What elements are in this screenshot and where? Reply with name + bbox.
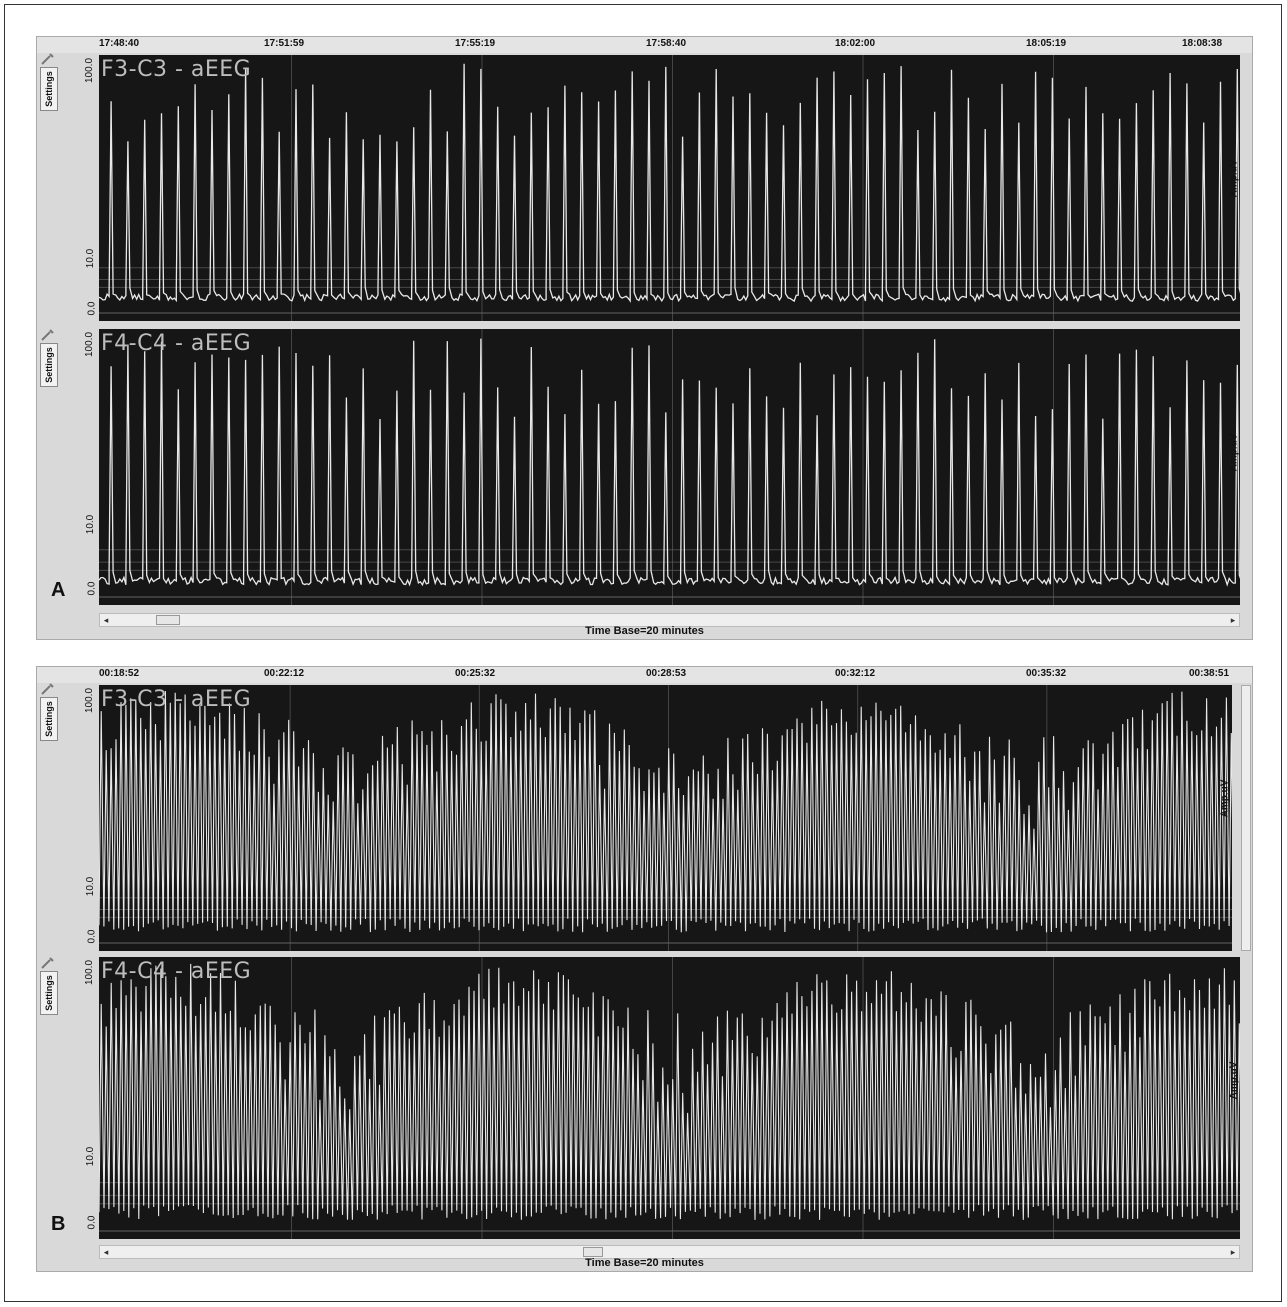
panel-letter: B bbox=[51, 1213, 66, 1235]
aeeg-waveform bbox=[99, 963, 1240, 1220]
time-label: 17:48:40 bbox=[99, 38, 140, 49]
channel-title: F3-C3 - aEEG bbox=[101, 687, 252, 712]
y-tick-label: 100.0 bbox=[84, 331, 96, 358]
amplitude-unit-label: Amp.uV bbox=[1228, 1061, 1240, 1100]
y-tick-label: 100.0 bbox=[84, 57, 96, 84]
time-label: 18:05:19 bbox=[1026, 38, 1067, 49]
panel-b-time-axis: 00:18:52 00:22:12 00:25:32 00:28:53 00:3… bbox=[37, 667, 1252, 683]
channel-title: F4-C4 - aEEG bbox=[101, 331, 252, 356]
time-label: 00:32:12 bbox=[835, 668, 876, 679]
settings-button-label: Settings bbox=[44, 975, 55, 1011]
time-base-label: Time Base=20 minutes bbox=[585, 625, 704, 637]
scroll-left-arrow-icon[interactable]: ◂ bbox=[103, 615, 109, 625]
time-label: 18:02:00 bbox=[835, 38, 876, 49]
settings-button[interactable]: Settings bbox=[40, 971, 58, 1015]
aeeg-plot: F4-C4 - aEEG bbox=[99, 957, 1240, 1239]
aeeg-waveform bbox=[99, 338, 1240, 587]
scroll-left-arrow-icon[interactable]: ◂ bbox=[103, 1247, 109, 1257]
y-tick-label: 100.0 bbox=[84, 959, 96, 986]
time-base-label: Time Base=20 minutes bbox=[585, 1257, 704, 1269]
y-tick-label: 10.0 bbox=[85, 514, 97, 535]
wrench-icon[interactable] bbox=[41, 683, 55, 695]
aeeg-waveform bbox=[99, 690, 1232, 933]
aeeg-trace bbox=[99, 957, 1240, 1239]
settings-button-label: Settings bbox=[44, 701, 55, 737]
settings-button[interactable]: Settings bbox=[40, 67, 58, 111]
y-tick-label: 0.0 bbox=[86, 301, 98, 316]
figure-frame bbox=[4, 4, 1282, 1302]
aeeg-trace bbox=[99, 329, 1240, 605]
time-label: 00:28:53 bbox=[646, 668, 687, 679]
aeeg-plot: F3-C3 - aEEG bbox=[99, 685, 1232, 951]
channel-title: F3-C3 - aEEG bbox=[101, 57, 252, 82]
scroll-thumb[interactable] bbox=[155, 615, 180, 625]
channel-f4-c4: Settings 100.0 10.0 0.0 B F4-C4 - aEEG A… bbox=[37, 955, 1252, 1241]
channel-f4-c4: Settings 100.0 10.0 0.0 A F4-C4 - aEEG A… bbox=[37, 327, 1252, 607]
time-label: 00:22:12 bbox=[264, 668, 305, 679]
scroll-right-arrow-icon[interactable]: ▸ bbox=[1230, 615, 1236, 625]
scroll-right-arrow-icon[interactable]: ▸ bbox=[1230, 1247, 1236, 1257]
settings-button-label: Settings bbox=[44, 347, 55, 383]
panel-a-time-axis: 17:48:40 17:51:59 17:55:19 17:58:40 18:0… bbox=[37, 37, 1252, 53]
wrench-icon[interactable] bbox=[41, 53, 55, 65]
panel-b-window: 00:18:52 00:22:12 00:25:32 00:28:53 00:3… bbox=[36, 666, 1253, 1272]
panel-letter: A bbox=[51, 579, 66, 601]
channel-f3-c3: Settings 100.0 10.0 0.0 F3-C3 - aEEG Amp… bbox=[37, 683, 1252, 953]
time-label: 18:08:38 bbox=[1182, 38, 1223, 49]
y-tick-label: 100.0 bbox=[84, 687, 96, 714]
vertical-scrollbar[interactable] bbox=[1241, 685, 1251, 951]
time-label: 00:38:51 bbox=[1189, 668, 1230, 679]
time-label: 00:35:32 bbox=[1026, 668, 1067, 679]
time-label: 17:58:40 bbox=[646, 38, 687, 49]
wrench-icon[interactable] bbox=[41, 329, 55, 341]
wrench-icon[interactable] bbox=[41, 957, 55, 969]
channel-f3-c3: Settings 100.0 10.0 0.0 F3-C3 - aEEG Amp… bbox=[37, 53, 1252, 325]
y-tick-label: 10.0 bbox=[85, 876, 97, 897]
amplitude-unit-label: Amp.uV bbox=[1228, 433, 1240, 472]
settings-button[interactable]: Settings bbox=[40, 697, 58, 741]
time-label: 00:18:52 bbox=[99, 668, 140, 679]
settings-button[interactable]: Settings bbox=[40, 343, 58, 387]
time-label: 17:51:59 bbox=[264, 38, 305, 49]
y-tick-label: 10.0 bbox=[85, 1146, 97, 1167]
aeeg-waveform bbox=[99, 63, 1240, 303]
aeeg-plot: F4-C4 - aEEG bbox=[99, 329, 1240, 605]
y-tick-label: 10.0 bbox=[85, 248, 97, 269]
time-label: 00:25:32 bbox=[455, 668, 496, 679]
channel-title: F4-C4 - aEEG bbox=[101, 959, 252, 984]
y-tick-label: 0.0 bbox=[86, 581, 98, 596]
scroll-thumb[interactable] bbox=[582, 1247, 603, 1257]
aeeg-trace bbox=[99, 685, 1232, 951]
y-tick-label: 0.0 bbox=[86, 1215, 98, 1230]
settings-button-label: Settings bbox=[44, 71, 55, 107]
aeeg-trace bbox=[99, 55, 1240, 321]
time-label: 17:55:19 bbox=[455, 38, 496, 49]
horizontal-scrollbar[interactable]: ◂ ▸ bbox=[99, 613, 1240, 627]
amplitude-unit-label: Amp.uV bbox=[1228, 159, 1240, 198]
panel-a-window: 17:48:40 17:51:59 17:55:19 17:58:40 18:0… bbox=[36, 36, 1253, 640]
y-tick-label: 0.0 bbox=[86, 929, 98, 944]
amplitude-unit-label: Amp.uV bbox=[1219, 779, 1231, 818]
horizontal-scrollbar[interactable]: ◂ ▸ bbox=[99, 1245, 1240, 1259]
aeeg-plot: F3-C3 - aEEG bbox=[99, 55, 1240, 321]
